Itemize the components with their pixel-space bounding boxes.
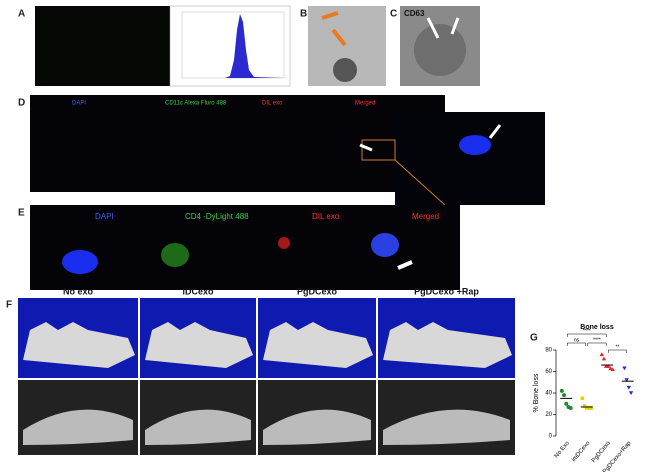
zoom-box — [361, 139, 396, 161]
point — [628, 391, 634, 395]
point — [580, 396, 585, 401]
point — [568, 406, 573, 411]
significance-label: **** — [593, 337, 601, 343]
jaw-slice — [263, 409, 371, 445]
point — [587, 406, 591, 410]
cell — [161, 243, 189, 267]
point — [624, 378, 629, 383]
channel-label: DAPI — [72, 101, 86, 107]
image-detail — [333, 58, 357, 82]
jaw-slice — [145, 409, 251, 445]
arrow — [359, 143, 373, 152]
panel-f: No exo iDCexo PgDCexo PgDCexo +Rap — [18, 286, 515, 455]
channel-label: CD11c Alexa Fluro 488 — [165, 101, 227, 107]
channel-label: DIL exo — [312, 212, 340, 221]
point — [606, 364, 611, 368]
y-tick-label: 60 — [545, 369, 552, 375]
arrow — [426, 17, 460, 39]
point — [582, 404, 587, 408]
y-tick-label: 80 — [545, 348, 552, 354]
significance-bracket — [608, 349, 627, 353]
x-tick-label: PgDCexo — [591, 440, 613, 464]
jaw-slice — [23, 409, 133, 445]
marker-label: CD63 — [404, 9, 425, 18]
histogram-image — [169, 5, 291, 87]
channel-label: Merged — [355, 101, 375, 107]
significance-label: ** — [616, 344, 620, 350]
panel-label: C — [390, 9, 397, 20]
point — [610, 367, 615, 372]
cell — [62, 250, 98, 274]
image — [35, 6, 170, 86]
cell — [371, 233, 399, 257]
arrow — [488, 124, 502, 139]
jaw-3d — [263, 322, 373, 368]
jaw-3d — [145, 322, 253, 368]
panel-label: D — [18, 98, 25, 109]
panel-label: B — [300, 9, 307, 20]
zoom-line — [394, 159, 446, 206]
image-detail — [414, 24, 466, 76]
channel-label: DIL exo — [262, 101, 283, 107]
channel-label: DAPI — [95, 212, 114, 221]
point — [599, 352, 604, 357]
point — [584, 406, 589, 410]
x-tick-label: imDCexo — [571, 440, 592, 463]
histogram-peak — [195, 14, 284, 78]
jaw-slice — [383, 409, 510, 445]
panel-label: F — [6, 300, 12, 311]
significance-bracket — [587, 342, 607, 346]
cell — [459, 135, 491, 155]
column-label: No exo — [63, 286, 94, 296]
jaw-3d — [383, 322, 512, 368]
panel-label: A — [18, 9, 25, 20]
panel-label: E — [18, 208, 25, 219]
column-label: PgDCexo — [297, 286, 338, 296]
significance-label: ns — [574, 337, 580, 343]
chart-title: Bone loss — [580, 324, 614, 331]
chart: Bone loss % Bone loss 0 20 40 60 80 No Exo imDCe… — [533, 324, 634, 472]
y-tick-label: 40 — [545, 391, 552, 397]
channel-label: CD4 -DyLight 488 — [185, 212, 249, 221]
zoom-image — [395, 112, 545, 205]
x-tick-label: No Exo — [554, 440, 572, 459]
y-tick-label: 0 — [549, 434, 553, 440]
y-axis-label: % Bone loss — [533, 373, 540, 412]
column-label: iDCexo — [182, 286, 214, 296]
arrow — [321, 11, 347, 47]
point — [562, 393, 567, 398]
panel-label: G — [530, 333, 538, 344]
point — [559, 388, 564, 393]
significance-bracket — [567, 342, 586, 346]
point — [622, 366, 627, 371]
y-tick-label: 20 — [545, 412, 552, 418]
channel-label: Merged — [412, 212, 439, 221]
significance-label: **** — [583, 328, 591, 334]
point — [626, 385, 632, 390]
point — [608, 366, 613, 371]
point — [601, 356, 607, 361]
arrow — [397, 260, 413, 270]
point — [564, 401, 569, 406]
column-label: PgDCexo +Rap — [414, 286, 479, 296]
significance-bracket — [567, 333, 607, 337]
cell — [278, 237, 290, 249]
jaw-3d — [23, 322, 135, 368]
image — [30, 95, 445, 192]
point — [589, 406, 593, 410]
